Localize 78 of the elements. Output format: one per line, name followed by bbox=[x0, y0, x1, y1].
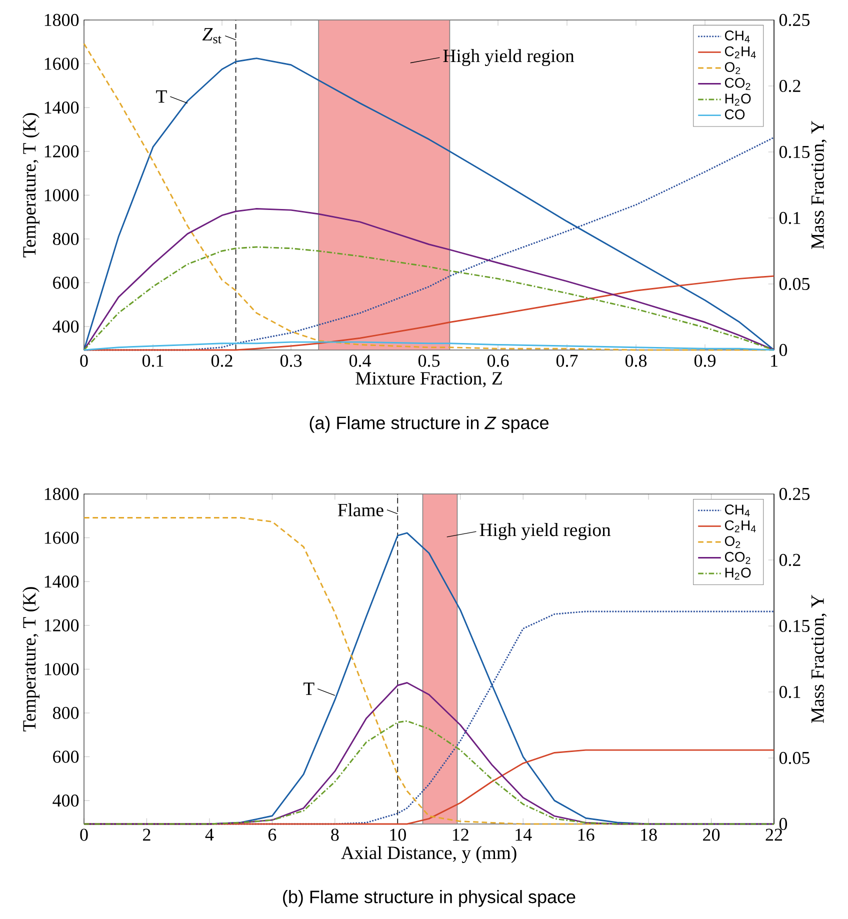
y-tick-label: 800 bbox=[52, 706, 79, 720]
x-tick-label: 14 bbox=[516, 828, 532, 841]
y2-tick-label: 0.25 bbox=[779, 14, 810, 26]
x-tick-label: 20 bbox=[703, 828, 720, 841]
y2-tick-label: 0.25 bbox=[779, 488, 810, 500]
x-tick-label: 2 bbox=[143, 828, 150, 841]
x-tick-label: 0 bbox=[80, 354, 88, 367]
band-label: High yield region bbox=[443, 49, 574, 66]
y-tick-label: 1400 bbox=[44, 101, 79, 114]
y2-axis-title: Mass Fraction, Y bbox=[811, 120, 827, 249]
x-tick-label: 0.1 bbox=[142, 354, 164, 367]
text: (a) Flame structure in Z space bbox=[310, 416, 548, 433]
y-tick-label: 1800 bbox=[44, 488, 79, 500]
x-tick-label: 18 bbox=[641, 828, 657, 841]
y-axis-title: Temperature, T (K) bbox=[22, 113, 40, 258]
legend-label: O$_{2}$ bbox=[724, 62, 740, 74]
y-tick-label: 800 bbox=[52, 232, 79, 246]
y-tick-label: 400 bbox=[52, 794, 79, 807]
legend-label: CO$_{2}$ bbox=[724, 552, 750, 564]
x-tick-label: 16 bbox=[578, 828, 594, 841]
band-label: High yield region bbox=[480, 523, 611, 540]
x-tick-label: 12 bbox=[452, 828, 468, 841]
x-tick-label: 8 bbox=[331, 828, 339, 841]
legend-label: CH$_{4}$ bbox=[724, 30, 750, 42]
legend-label: O$_{2}$ bbox=[724, 536, 740, 548]
x-tick-label: 0.9 bbox=[694, 354, 716, 367]
y2-tick-label: 0.15 bbox=[779, 620, 810, 632]
y2-tick-label: 0.1 bbox=[779, 212, 800, 224]
y-tick-label: 600 bbox=[53, 750, 79, 763]
y2-tick-label: 0 bbox=[779, 344, 788, 356]
ref-line-label: Z$_{st}$ bbox=[202, 28, 222, 44]
legend-label: C$_{2}$H$_{4}$ bbox=[724, 46, 756, 58]
annotation: T bbox=[304, 682, 314, 695]
y2-tick-label: 0.05 bbox=[779, 278, 810, 290]
legend-label: H$_{2}$O bbox=[725, 568, 751, 580]
y2-tick-label: 0.05 bbox=[779, 752, 810, 764]
x-tick-label: 0 bbox=[80, 828, 88, 841]
y-axis-title: Temperature, T (K) bbox=[22, 587, 40, 732]
y2-tick-label: 0.2 bbox=[779, 80, 800, 92]
legend-label: CO bbox=[724, 109, 745, 120]
x-tick-label: 6 bbox=[268, 828, 276, 841]
y-tick-label: 600 bbox=[53, 276, 79, 289]
y2-axis-title: Mass Fraction, Y bbox=[811, 594, 827, 723]
x-tick-label: 10 bbox=[390, 828, 406, 841]
y-tick-label: 1200 bbox=[44, 619, 79, 632]
annotation: T bbox=[156, 90, 167, 103]
y-tick-label: 1400 bbox=[44, 576, 79, 588]
y2-tick-label: 0 bbox=[779, 818, 788, 830]
y-tick-label: 1600 bbox=[44, 58, 79, 70]
x-tick-label: 22 bbox=[766, 828, 782, 841]
y-tick-label: 400 bbox=[52, 320, 79, 333]
legend-label: C$_{2}$H$_{4}$ bbox=[724, 520, 756, 532]
y2-tick-label: 0.2 bbox=[779, 554, 800, 566]
y-tick-label: 1200 bbox=[44, 145, 79, 158]
x-tick-label: 0.7 bbox=[556, 354, 578, 367]
y-tick-label: 1000 bbox=[44, 663, 79, 676]
y2-tick-label: 0.1 bbox=[779, 686, 800, 698]
ref-line-label: Flame bbox=[338, 503, 384, 516]
x-tick-label: 0.3 bbox=[280, 354, 302, 367]
legend-label: CH$_{4}$ bbox=[724, 504, 750, 517]
x-axis-title: Axial Distance, y (mm) bbox=[341, 846, 516, 863]
x-axis-title: Mixture Fraction, Z bbox=[356, 372, 502, 388]
legend-label: H$_{2}$O bbox=[725, 94, 751, 106]
y-tick-label: 1600 bbox=[44, 532, 79, 544]
x-tick-label: 0.5 bbox=[418, 354, 440, 367]
x-tick-label: 0.6 bbox=[487, 354, 509, 367]
legend-label: CO$_{2}$ bbox=[724, 78, 750, 90]
x-tick-label: 1 bbox=[771, 354, 778, 367]
y-tick-label: 1000 bbox=[44, 189, 79, 202]
y2-tick-label: 0.15 bbox=[779, 146, 810, 158]
x-tick-label: 0.2 bbox=[211, 354, 232, 367]
x-tick-label: 4 bbox=[205, 828, 214, 841]
line-series bbox=[83, 208, 775, 351]
x-tick-label: 0.4 bbox=[349, 354, 371, 367]
x-tick-label: 0.8 bbox=[625, 354, 647, 367]
y-tick-label: 1800 bbox=[44, 14, 79, 26]
line-series bbox=[83, 246, 775, 351]
text: (b) Flame structure in physical space bbox=[283, 890, 576, 907]
